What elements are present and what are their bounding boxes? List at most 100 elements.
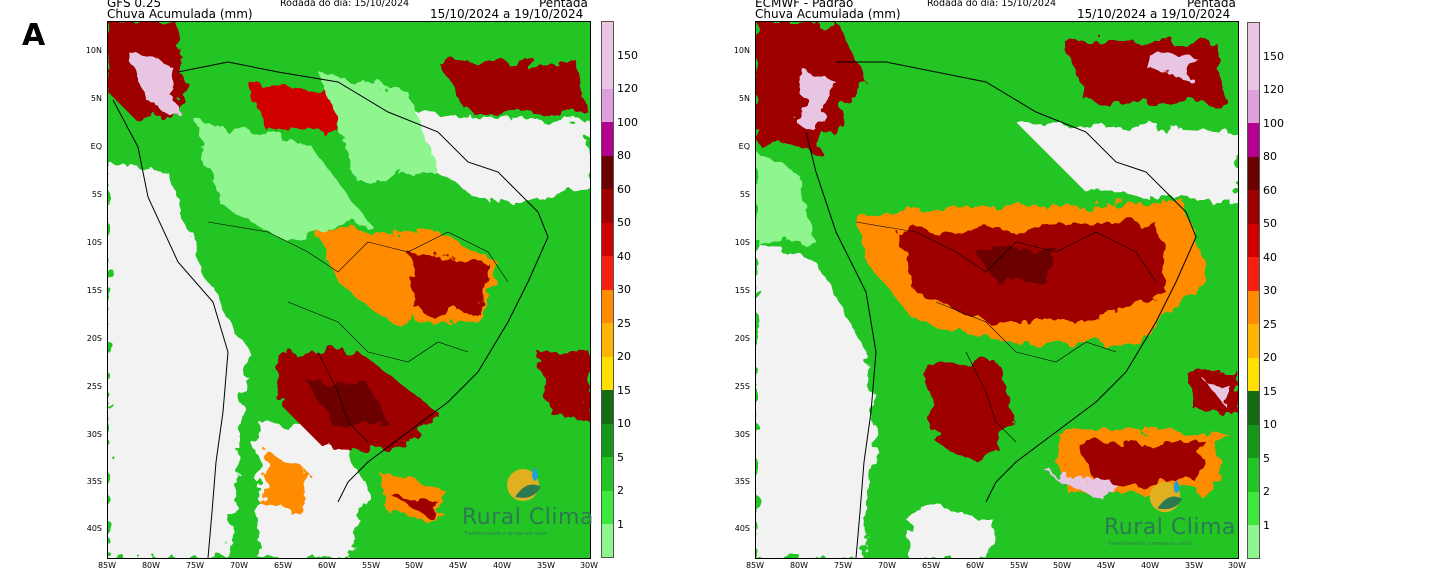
colorbar-label: 60 (617, 183, 631, 196)
colorbar-segment (1248, 324, 1259, 358)
colorbar-label: 5 (1263, 452, 1270, 465)
logo-text: Rural Clima (1104, 515, 1236, 540)
colorbar-segment (602, 491, 613, 524)
colorbar-segment (1248, 425, 1259, 458)
lon-tick: 70W (877, 561, 897, 570)
period-range: 15/10/2024 a 19/10/2024 (1077, 7, 1231, 21)
colorbar-label: 5 (617, 451, 624, 464)
colorbar-segment (1248, 291, 1259, 324)
colorbar-segment (602, 424, 613, 457)
lat-tick: 40S (86, 524, 102, 533)
variable-title: Chuva Acumulada (mm) (755, 7, 901, 21)
lon-tick: 45W (448, 561, 468, 570)
lon-tick: 55W (1009, 561, 1029, 570)
colorbar-label: 30 (1263, 284, 1277, 297)
colorbar-segment (602, 189, 613, 223)
colorbar-label: 1 (617, 518, 624, 531)
lon-tick: 30W (1227, 561, 1247, 570)
colorbar-label: 15 (617, 384, 631, 397)
colorbar-segment (1248, 391, 1259, 425)
lat-tick: 15S (734, 286, 750, 295)
lon-tick: 70W (229, 561, 249, 570)
lon-tick: 40W (492, 561, 512, 570)
lat-tick: 15S (86, 286, 102, 295)
lat-tick: 10N (733, 46, 750, 55)
colorbar-segment (602, 390, 613, 424)
lon-tick: 55W (361, 561, 381, 570)
lat-tick: EQ (738, 142, 750, 151)
lon-tick: 45W (1096, 561, 1116, 570)
lon-tick: 60W (965, 561, 985, 570)
colorbar-label: 120 (617, 82, 638, 95)
colorbar-segment (602, 290, 613, 323)
colorbar-label: 15 (1263, 385, 1277, 398)
logo-text: Rural Clima (462, 505, 594, 530)
map-panel-ecmwf: ECMWF - Padrão Chuva Acumulada (mm) Roda… (648, 0, 1288, 571)
colorbar-segment (1248, 123, 1259, 157)
lat-tick: 5N (738, 94, 750, 103)
colorbar-segment (602, 457, 613, 491)
lat-tick: 35S (86, 477, 102, 486)
logo-icon (1149, 479, 1183, 513)
colorbar-label: 10 (1263, 418, 1277, 431)
precip-map-svg (108, 22, 590, 558)
colorbar-segment (1248, 492, 1259, 525)
lon-tick: 80W (141, 561, 161, 570)
colorbar-label: 40 (617, 250, 631, 263)
rural-clima-logo (505, 465, 545, 509)
lat-tick: 5N (90, 94, 102, 103)
colorbar-segment (602, 256, 613, 290)
colorbar-label: 40 (1263, 251, 1277, 264)
run-date: Rodada do dia: 15/10/2024 (927, 0, 1057, 9)
colorbar-label: 150 (1263, 50, 1284, 63)
lon-tick: 60W (317, 561, 337, 570)
lon-tick: 65W (921, 561, 941, 570)
colorbar-segment (1248, 157, 1259, 190)
colorbar-segment (1248, 257, 1259, 291)
colorbar-label: 20 (617, 350, 631, 363)
colorbar-label: 150 (617, 49, 638, 62)
lon-tick: 40W (1140, 561, 1160, 570)
colorbar-label: 50 (1263, 217, 1277, 230)
colorbar-segment (602, 357, 613, 390)
panel-letter: A (22, 18, 46, 53)
lat-tick: 25S (734, 382, 750, 391)
colorbar-segment (1248, 90, 1259, 123)
colorbar-label: 25 (617, 317, 631, 330)
lat-tick: 20S (86, 334, 102, 343)
lat-tick: 10N (85, 46, 102, 55)
colorbar-segment (602, 22, 613, 89)
rural-clima-logo (1148, 478, 1186, 520)
colorbar-label: 100 (1263, 117, 1284, 130)
colorbar-segment (602, 323, 613, 357)
colorbar-label: 80 (617, 149, 631, 162)
colorbar-segment (602, 122, 613, 156)
colorbar-segment (1248, 224, 1259, 257)
model-title: ECMWF - Padrão (755, 0, 854, 10)
variable-title: Chuva Acumulada (mm) (107, 7, 253, 21)
lon-tick: 35W (536, 561, 556, 570)
colorbar-label: 30 (617, 283, 631, 296)
logo-tagline: Transformando o tempo em valor (1108, 541, 1192, 547)
precip-map-svg (756, 22, 1238, 558)
colorbar (601, 21, 614, 558)
colorbar-label: 2 (1263, 485, 1270, 498)
lat-tick: EQ (90, 142, 102, 151)
precip-map (755, 21, 1239, 559)
lon-tick: 85W (745, 561, 765, 570)
colorbar-segment (602, 223, 613, 256)
lon-tick: 35W (1184, 561, 1204, 570)
colorbar-label: 10 (617, 417, 631, 430)
colorbar-segment (1248, 190, 1259, 224)
lon-tick: 80W (789, 561, 809, 570)
colorbar (1247, 22, 1260, 559)
lon-tick: 75W (833, 561, 853, 570)
lon-tick: 50W (404, 561, 424, 570)
lon-tick: 75W (185, 561, 205, 570)
colorbar-segment (602, 524, 613, 557)
lon-tick: 30W (579, 561, 599, 570)
map-panel-gfs: GFS 0.25 Chuva Acumulada (mm) Rodada do … (0, 0, 640, 571)
lat-tick: 25S (86, 382, 102, 391)
colorbar-label: 60 (1263, 184, 1277, 197)
logo-icon (507, 467, 541, 501)
